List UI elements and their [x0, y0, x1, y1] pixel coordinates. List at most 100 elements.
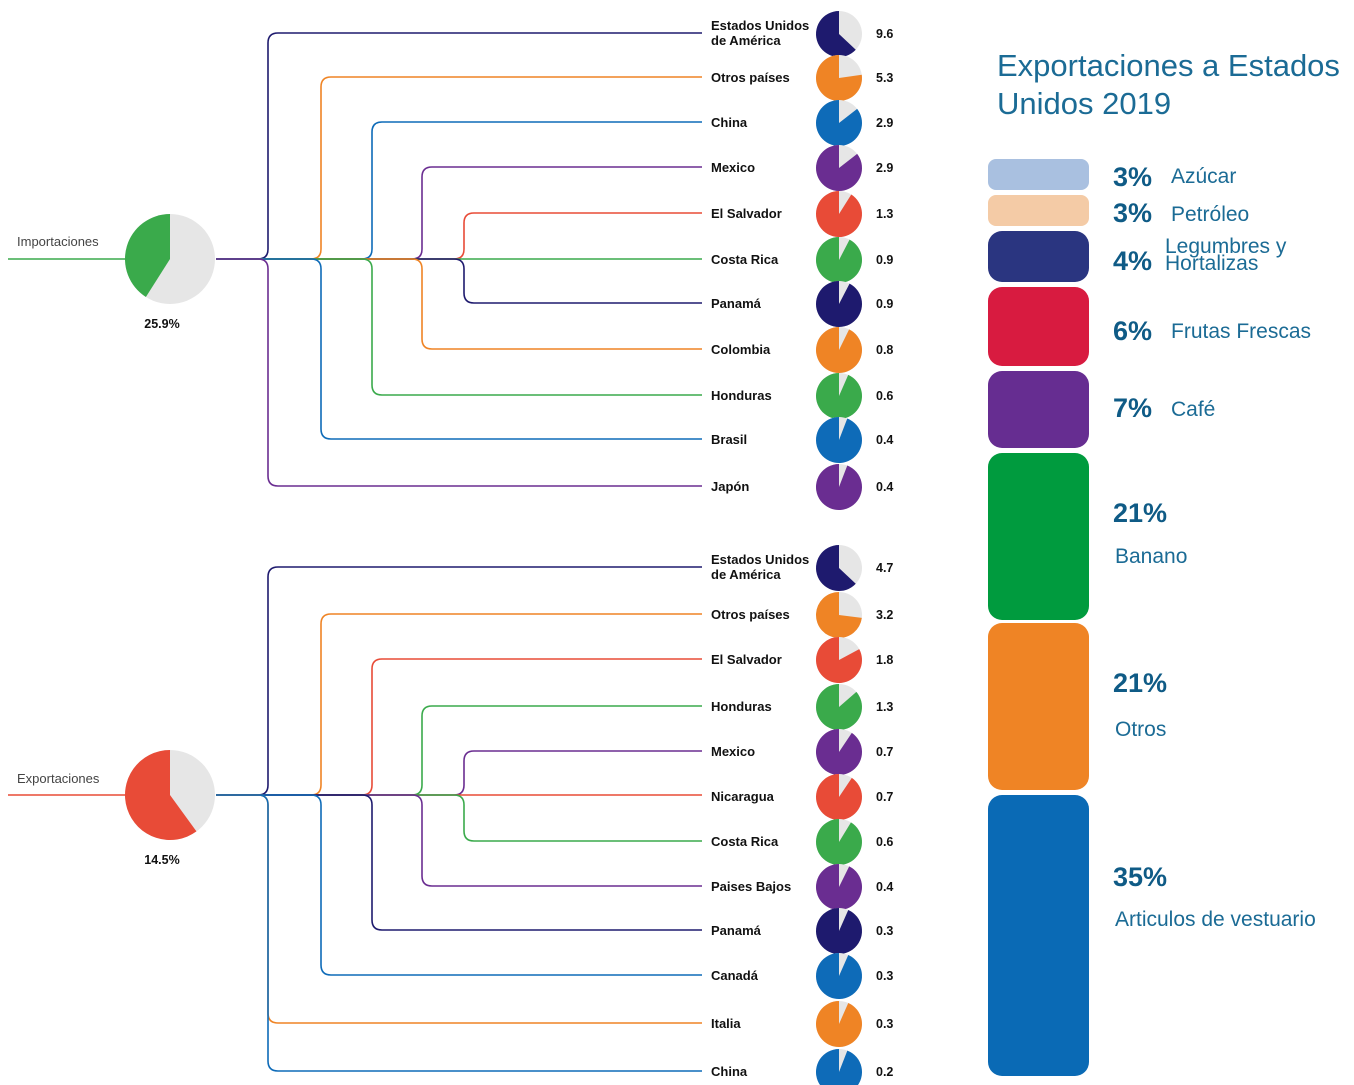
- branch-line: [216, 794, 702, 842]
- country-value: 4.7: [876, 561, 893, 575]
- country-value: 1.3: [876, 700, 893, 714]
- country-value: 3.2: [876, 608, 893, 622]
- country-value: 0.4: [876, 880, 893, 894]
- segment-percent: 6%: [1113, 316, 1153, 346]
- country-pie: [816, 592, 862, 638]
- country-pie: [816, 729, 862, 775]
- main-pie: [124, 214, 215, 304]
- country-value: 0.8: [876, 343, 893, 357]
- segment-percent: 3%: [1113, 198, 1153, 228]
- main-pie: [124, 750, 215, 841]
- country-pie: [815, 908, 862, 955]
- bar-segment: [988, 195, 1089, 226]
- country-value: 2.9: [876, 161, 893, 175]
- country-value: 0.3: [876, 1017, 893, 1031]
- branch-line: [216, 258, 702, 304]
- segment-label: Frutas Frescas: [1171, 320, 1312, 343]
- country-value: 0.7: [876, 745, 893, 759]
- tree-exportaciones: Exportaciones 14.5% Estados Unidos de Améri…: [8, 545, 893, 1085]
- country-label: Mexico: [711, 160, 755, 175]
- country-label: Panamá: [711, 923, 762, 938]
- segment-label: Legumbres y Hortalizas: [1165, 235, 1287, 275]
- segment-label: Articulos de vestuario: [1115, 908, 1316, 931]
- country-label: Nicaragua: [711, 789, 775, 804]
- country-label: Mexico: [711, 744, 755, 759]
- country-pie: [816, 774, 863, 821]
- main-label: Importaciones: [17, 234, 99, 249]
- country-label: Otros países: [711, 70, 790, 85]
- branch-line: [216, 258, 702, 440]
- country-pie: [816, 237, 863, 283]
- country-label: Japón: [711, 479, 749, 494]
- branch-line: [216, 121, 702, 260]
- country-pie: [816, 464, 863, 511]
- country-pie: [816, 417, 863, 464]
- country-pie: [815, 637, 862, 684]
- bar-segment: [988, 231, 1089, 282]
- country-pie: [816, 953, 863, 1000]
- segment-label: Azúcar: [1171, 165, 1237, 188]
- segment-percent: 21%: [1113, 498, 1168, 528]
- segment-percent: 21%: [1113, 668, 1168, 698]
- bar-segment: [988, 795, 1089, 1076]
- branch-line: [216, 258, 702, 396]
- segment-percent: 4%: [1113, 246, 1153, 276]
- country-pie: [816, 684, 863, 731]
- country-value: 0.7: [876, 790, 893, 804]
- country-label: Estados Unidos de América: [711, 552, 809, 582]
- country-value: 1.8: [876, 653, 893, 667]
- country-value: 0.2: [876, 1065, 893, 1079]
- segment-label: Café: [1171, 398, 1216, 421]
- country-label: China: [711, 115, 748, 130]
- branch-line: [216, 32, 702, 260]
- country-pie: [815, 11, 862, 58]
- segment-percent: 3%: [1113, 162, 1153, 192]
- branch-line: [216, 212, 702, 260]
- country-pie: [816, 281, 863, 327]
- country-value: 0.4: [876, 480, 893, 494]
- branch-line: [216, 258, 702, 487]
- bar-segment: [988, 453, 1089, 620]
- country-value: 0.4: [876, 433, 893, 447]
- country-pie: [816, 145, 862, 191]
- country-pie: [816, 864, 863, 911]
- branch-line: [216, 258, 702, 350]
- country-label: China: [711, 1064, 748, 1079]
- country-value: 0.3: [876, 924, 893, 938]
- bar-segment: [988, 623, 1089, 790]
- main-total: 14.5%: [144, 853, 179, 867]
- branch-line: [216, 750, 702, 796]
- tree-importaciones: Importaciones 25.9% Estados Unidos de Améri…: [8, 11, 893, 511]
- country-value: 0.3: [876, 969, 893, 983]
- country-label: Honduras: [711, 388, 772, 403]
- country-label: Panamá: [711, 296, 762, 311]
- country-pie: [815, 819, 862, 865]
- tree-pie-charts: Importaciones 25.9% Estados Unidos de Améri…: [8, 11, 893, 1085]
- country-value: 1.3: [876, 207, 893, 221]
- country-label: Costa Rica: [711, 252, 779, 267]
- branch-line: [216, 794, 702, 1024]
- country-pie: [816, 1049, 863, 1085]
- branch-line: [216, 794, 702, 976]
- country-value: 0.9: [876, 253, 893, 267]
- bar-segment: [988, 159, 1089, 190]
- segment-percent: 35%: [1113, 862, 1168, 892]
- country-label: Italia: [711, 1016, 741, 1031]
- main-label: Exportaciones: [17, 771, 100, 786]
- country-label: Brasil: [711, 432, 747, 447]
- segment-percent: 7%: [1113, 393, 1153, 423]
- country-pie: [816, 55, 862, 101]
- country-value: 9.6: [876, 27, 893, 41]
- country-pie: [815, 1001, 862, 1047]
- segment-label: Otros: [1115, 718, 1167, 741]
- branch-line: [216, 794, 702, 887]
- country-label: Colombia: [711, 342, 771, 357]
- country-label: Otros países: [711, 607, 790, 622]
- branch-line: [216, 794, 702, 1072]
- segment-label: Banano: [1115, 545, 1188, 568]
- bar-segment: [988, 371, 1089, 448]
- country-value: 2.9: [876, 116, 893, 130]
- country-value: 0.9: [876, 297, 893, 311]
- stacked-bar-title: Exportaciones a Estados Unidos 2019: [997, 48, 1340, 121]
- main-total: 25.9%: [144, 317, 179, 331]
